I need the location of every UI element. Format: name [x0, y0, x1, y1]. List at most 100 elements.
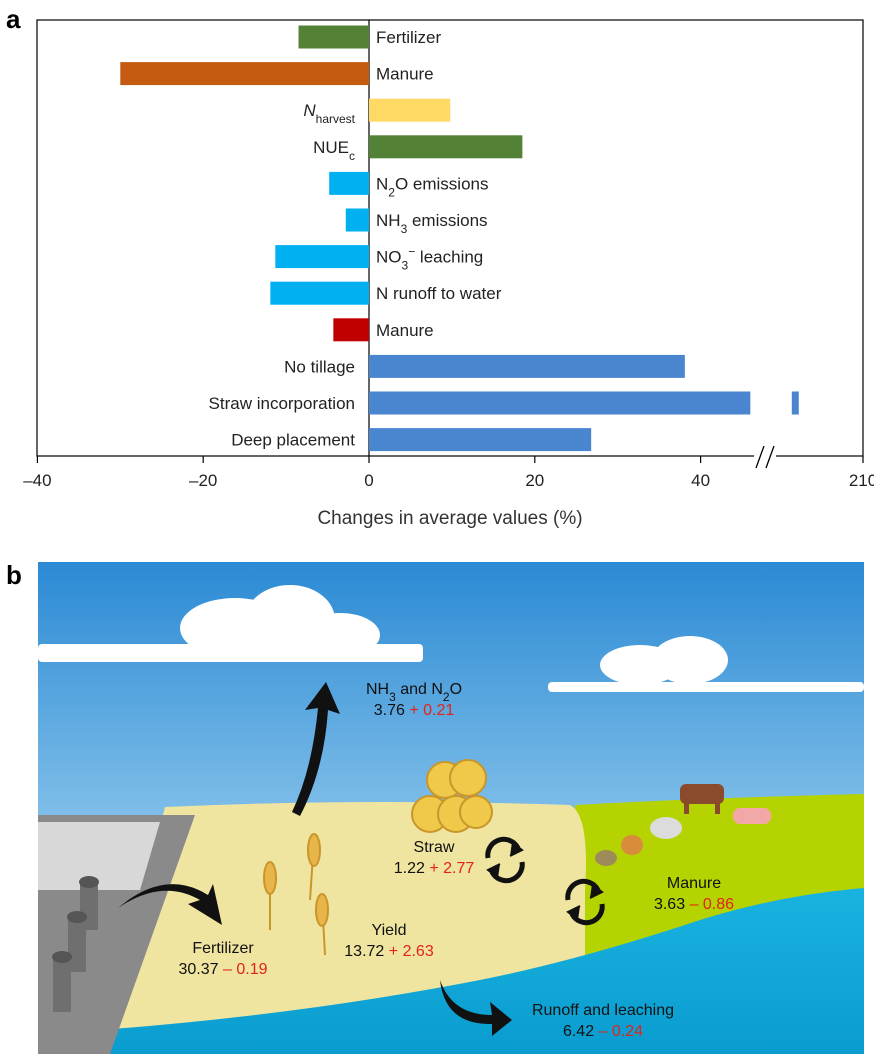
panel-b-illustration: b	[6, 560, 864, 1054]
bar-label: Deep placement	[231, 431, 355, 450]
bar-label: N2O emissions	[376, 174, 489, 199]
bars-group	[120, 25, 799, 452]
text-part: O	[450, 681, 462, 698]
text-part: N	[376, 174, 388, 193]
bar-label: Manure	[376, 321, 434, 340]
text-part: Runoff and leaching	[532, 1002, 674, 1019]
text-part: N runoff to water	[376, 284, 502, 303]
arrow-runoff	[440, 980, 512, 1036]
flow-name: Yield	[372, 922, 407, 939]
text-part: NUE	[313, 138, 349, 157]
flow-change-value: – 0.24	[599, 1023, 644, 1040]
straw-bales-icon	[411, 759, 493, 833]
panel-a-letter: a	[6, 4, 21, 34]
flow-value: 1.22 + 2.77	[394, 860, 475, 877]
bar-label: Straw incorporation	[209, 394, 355, 413]
text-part: Fertilizer	[376, 28, 442, 47]
fertilizer-factory	[38, 815, 195, 1054]
flow-name: NH3 and N2O	[366, 681, 462, 704]
x-tick-label: –20	[189, 471, 217, 490]
text-part: Deep placement	[231, 431, 355, 450]
flow-name: Runoff and leaching	[532, 1002, 674, 1019]
text-part: Yield	[372, 922, 407, 939]
cloud-right	[548, 636, 864, 692]
flow-label-manure: Manure 3.63 – 0.86	[654, 875, 734, 913]
text-part: Fertilizer	[192, 940, 254, 957]
plot-frame	[36, 19, 864, 457]
axis-break-mark	[754, 445, 776, 469]
text-part: O emissions	[395, 174, 489, 193]
flow-change-value: – 0.86	[690, 896, 735, 913]
bar	[329, 171, 369, 195]
text-part: NO	[376, 248, 402, 267]
flow-change-value: – 0.19	[223, 961, 268, 978]
flow-name: Fertilizer	[192, 940, 254, 957]
flow-base-value: 30.37	[179, 961, 219, 978]
bar	[298, 25, 369, 49]
flow-base-value: 13.72	[344, 943, 384, 960]
bar	[369, 135, 523, 159]
text-part: emissions	[407, 211, 487, 230]
text-part: 3	[389, 690, 396, 704]
flow-change-value: + 0.21	[409, 702, 454, 719]
flow-label-straw: Straw 1.22 + 2.77	[394, 839, 475, 877]
x-tick-label: 40	[691, 471, 710, 490]
bar-label: Manure	[376, 65, 434, 84]
flow-value: 30.37 – 0.19	[179, 961, 268, 978]
bar-label: No tillage	[284, 357, 355, 376]
bar-labels-group: Fertilizer Manure Nharvest NUEc N2O emission…	[209, 28, 502, 450]
cycle-arrows-manure	[565, 878, 605, 926]
flow-label-runoff: Runoff and leaching 6.42 – 0.24	[532, 1002, 674, 1040]
flow-name: Straw	[414, 839, 455, 856]
flow-base-value: 1.22	[394, 860, 425, 877]
bar-label: NH3 emissions	[376, 211, 488, 236]
flow-base-value: 3.76	[374, 702, 405, 719]
bar	[369, 354, 685, 378]
panel-a-chart: a Fertilizer Manure Nharvest NUEc N2O emissi…	[6, 4, 874, 529]
flow-value: 6.42 – 0.24	[563, 1023, 643, 1040]
text-part: Manure	[376, 321, 434, 340]
text-part: Straw incorporation	[209, 394, 355, 413]
bar-label: NO3− leaching	[376, 245, 483, 273]
text-part: No tillage	[284, 357, 355, 376]
text-part: NH	[376, 211, 401, 230]
text-part: Manure	[376, 65, 434, 84]
bar	[270, 281, 369, 305]
flow-label-yield: Yield 13.72 + 2.63	[344, 922, 434, 960]
livestock-icons	[595, 784, 771, 866]
text-part: 3	[402, 259, 409, 273]
x-axis-title: Changes in average values (%)	[317, 508, 582, 529]
text-part: NH	[366, 681, 389, 698]
flow-value: 13.72 + 2.63	[344, 943, 434, 960]
flow-base-value: 6.42	[563, 1023, 594, 1040]
text-part: Manure	[667, 875, 721, 892]
text-part: Straw	[414, 839, 455, 856]
flow-label-fertilizer: Fertilizer 30.37 – 0.19	[179, 940, 268, 978]
flow-change-value: + 2.63	[389, 943, 434, 960]
panel-b-letter: b	[6, 560, 22, 590]
ticks-group: –40 –20 0 20 40 210	[23, 456, 874, 490]
text-part: c	[349, 149, 355, 163]
bar	[369, 98, 451, 122]
bar	[275, 245, 369, 269]
wheat-icon	[263, 833, 329, 956]
bar-label: Fertilizer	[376, 28, 442, 47]
bar	[345, 208, 369, 232]
bar-label: NUEc	[313, 138, 355, 163]
text-part: N	[303, 101, 316, 120]
x-tick-label: 20	[525, 471, 544, 490]
arrow-fertilizer	[118, 884, 222, 925]
flow-value: 3.76 + 0.21	[374, 702, 455, 719]
bar	[369, 428, 592, 452]
bar-label: N runoff to water	[376, 284, 502, 303]
text-part: −	[408, 245, 415, 259]
x-tick-label: 210	[849, 471, 874, 490]
text-part: harvest	[316, 112, 356, 126]
cloud-left	[38, 585, 423, 662]
flow-change-value: + 2.77	[429, 860, 474, 877]
x-tick-label: 0	[364, 471, 373, 490]
bar	[369, 391, 751, 415]
text-part: and N	[396, 681, 443, 698]
text-part: 2	[443, 690, 450, 704]
